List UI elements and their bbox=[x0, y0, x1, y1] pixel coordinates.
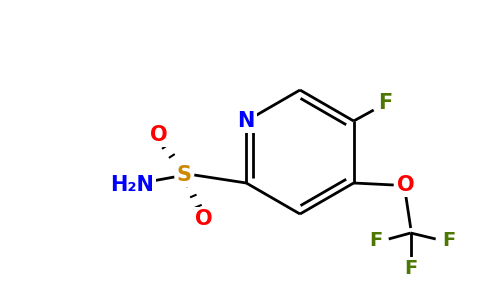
Text: H₂N: H₂N bbox=[110, 175, 154, 195]
Text: F: F bbox=[442, 232, 455, 250]
Text: F: F bbox=[378, 93, 393, 113]
Text: F: F bbox=[369, 232, 382, 250]
Text: O: O bbox=[196, 209, 213, 229]
Text: S: S bbox=[177, 165, 192, 185]
Text: O: O bbox=[151, 125, 168, 145]
Text: N: N bbox=[238, 111, 255, 131]
Text: O: O bbox=[397, 175, 414, 195]
Text: F: F bbox=[404, 259, 417, 278]
